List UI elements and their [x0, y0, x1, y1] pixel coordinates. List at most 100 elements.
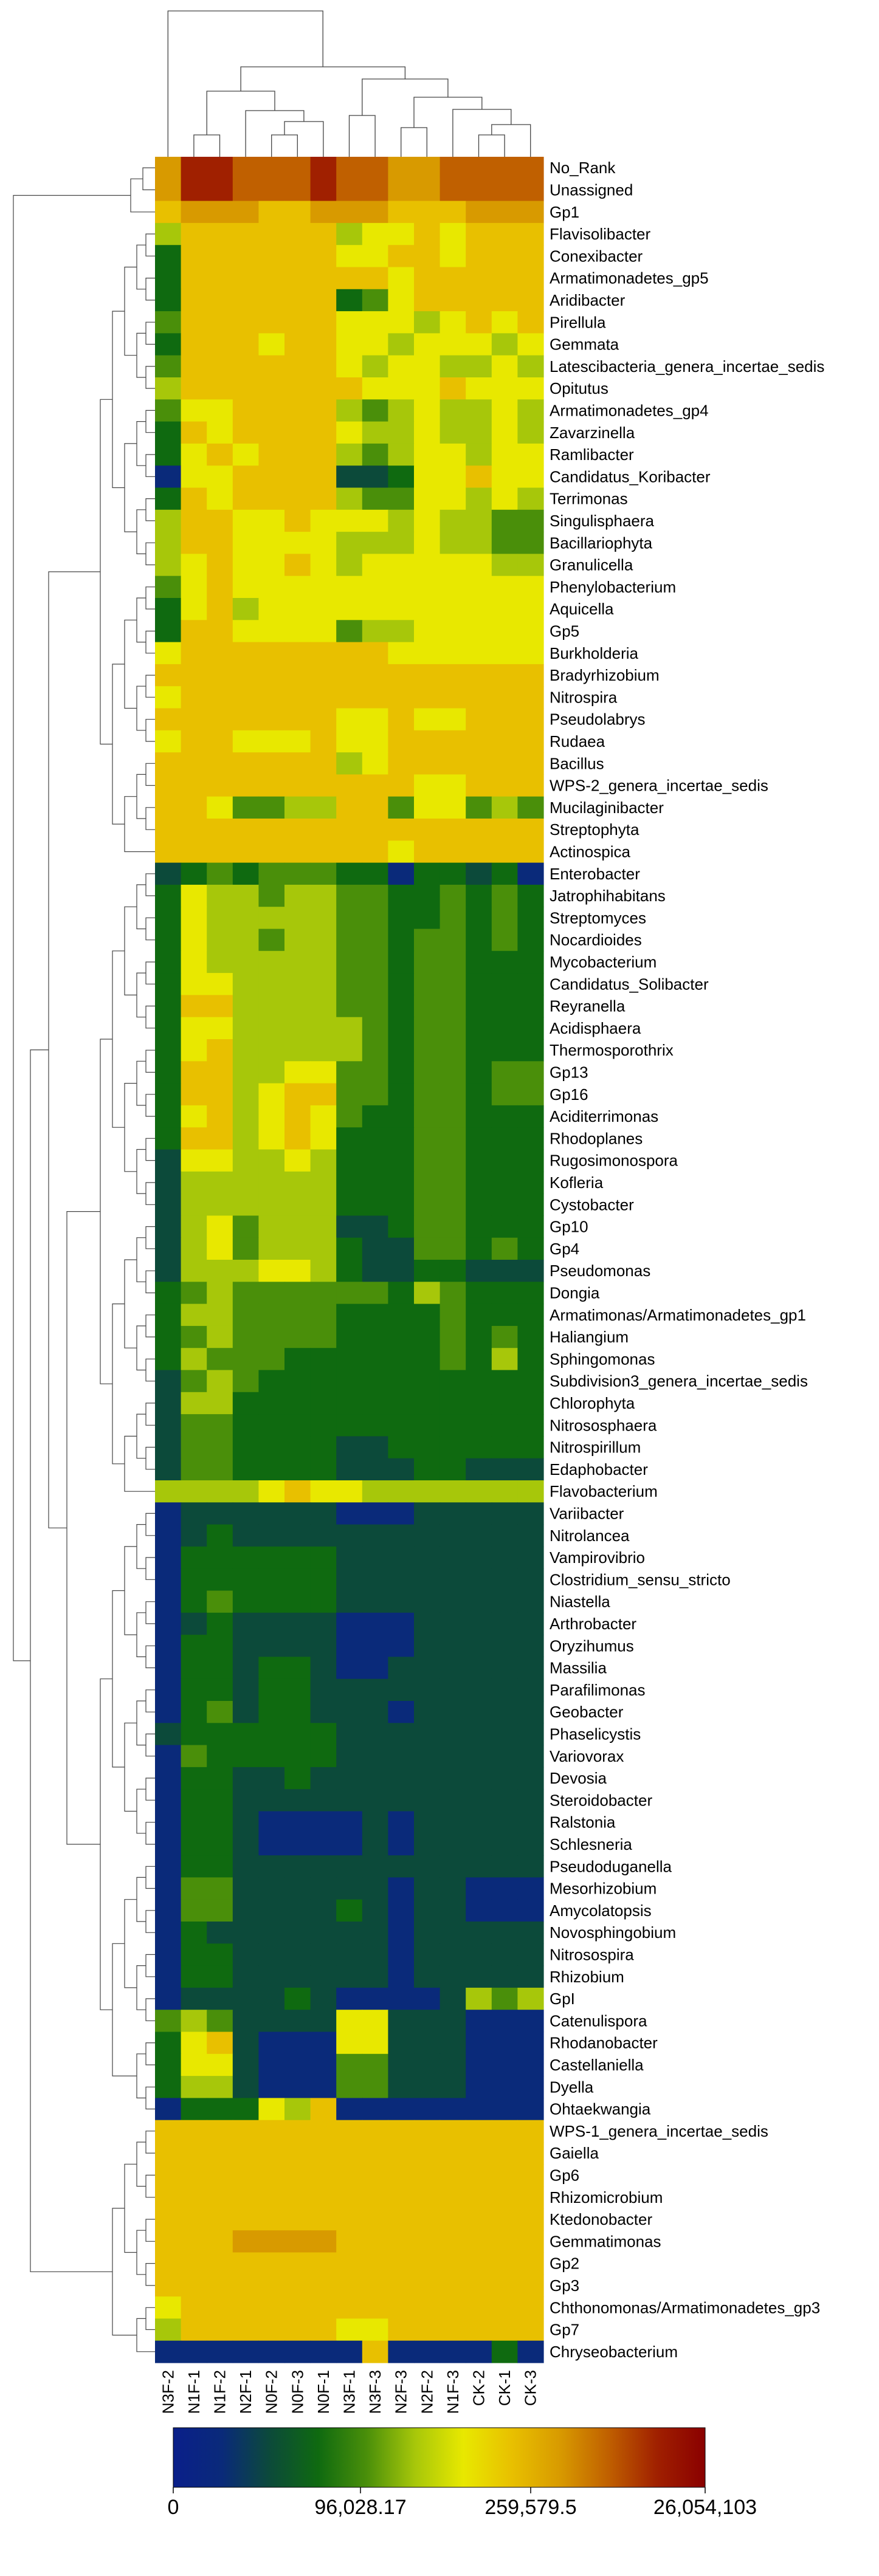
heatmap-cell [466, 2098, 492, 2121]
heatmap-cell [232, 1546, 259, 1569]
heatmap-cell [310, 995, 337, 1018]
heatmap-cell [336, 1303, 363, 1327]
heatmap-cell [207, 1502, 233, 1525]
heatmap-cell [232, 1568, 259, 1592]
heatmap-cell [414, 620, 441, 643]
dendrogram-branch [136, 1700, 146, 1746]
heatmap-cell [155, 1061, 182, 1084]
heatmap-cell [439, 642, 466, 665]
heatmap-cell [181, 1215, 207, 1238]
heatmap-cell [517, 1568, 544, 1592]
heatmap-cell [181, 1701, 207, 1723]
heatmap-cell [336, 1877, 363, 1900]
heatmap-cell [466, 1899, 492, 1922]
heatmap-cell [310, 1657, 337, 1680]
heatmap-cell [310, 642, 337, 665]
row-label: Gp5 [550, 622, 579, 640]
heatmap-cell [155, 1414, 182, 1437]
heatmap-cell [439, 884, 466, 907]
heatmap-cell [466, 222, 492, 246]
heatmap-cell [258, 157, 285, 179]
heatmap-cell [491, 1480, 518, 1503]
heatmap-cell [466, 311, 492, 334]
heatmap-cell [517, 884, 544, 907]
heatmap-cell [310, 2010, 337, 2033]
row-label: Pirellula [550, 313, 606, 331]
heatmap-cell [388, 1546, 415, 1569]
heatmap-cell [336, 1922, 363, 1944]
heatmap-cell [362, 973, 388, 995]
heatmap-cell [284, 796, 311, 819]
heatmap-cell [414, 1282, 441, 1305]
heatmap-cell [362, 179, 388, 202]
heatmap-cell [181, 1083, 207, 1106]
heatmap-cell [284, 1612, 311, 1635]
heatmap-cell [336, 2230, 363, 2253]
heatmap-cell [232, 1370, 259, 1393]
heatmap-cell [466, 201, 492, 224]
heatmap-cell [466, 1017, 492, 1040]
heatmap-cell [336, 1282, 363, 1305]
heatmap-cell [388, 1237, 415, 1260]
heatmap-cell [362, 1039, 388, 1062]
heatmap-cell [439, 620, 466, 643]
heatmap-cell [232, 2010, 259, 2033]
heatmap-cell [181, 862, 207, 885]
heatmap-cell [232, 1260, 259, 1282]
heatmap-cell [439, 1789, 466, 1812]
heatmap-cell [466, 532, 492, 554]
heatmap-cell [517, 1303, 544, 1327]
heatmap-cell [258, 929, 285, 952]
row-label: Streptophyta [550, 820, 639, 839]
heatmap-cell [388, 1657, 415, 1680]
heatmap-cell [310, 929, 337, 952]
heatmap-cell [491, 2120, 518, 2143]
dendrogram-branch [136, 509, 146, 554]
heatmap-cell [155, 686, 182, 709]
heatmap-cell [284, 2340, 311, 2363]
heatmap-cell [258, 1590, 285, 1613]
heatmap-cell [362, 509, 388, 532]
heatmap-cell [258, 1745, 285, 1768]
heatmap-cell [362, 1480, 388, 1503]
heatmap-cell [466, 1325, 492, 1348]
heatmap-cell [181, 664, 207, 687]
heatmap-cell [439, 664, 466, 687]
heatmap-cell [414, 929, 441, 952]
heatmap-cell [439, 421, 466, 444]
heatmap-cell [517, 157, 544, 179]
heatmap-cell [310, 1855, 337, 1878]
heatmap-cell [155, 1105, 182, 1128]
heatmap-cell [388, 620, 415, 643]
row-label: Gp16 [550, 1085, 588, 1104]
heatmap-cell [258, 2120, 285, 2143]
heatmap-cell [466, 1657, 492, 1680]
row-label: Massilia [550, 1659, 607, 1677]
row-label: Edaphobacter [550, 1460, 648, 1479]
heatmap-cell [232, 1767, 259, 1790]
heatmap-cell [439, 1215, 466, 1238]
heatmap-cell [491, 1922, 518, 1944]
dendrogram-branch [145, 2307, 155, 2330]
heatmap-cell [207, 2186, 233, 2209]
heatmap-cell [258, 2274, 285, 2297]
heatmap-cell [207, 862, 233, 885]
heatmap-cell [388, 1215, 415, 1238]
row-label: Gp1 [550, 203, 579, 221]
heatmap-cell [232, 267, 259, 290]
heatmap-cell [362, 774, 388, 797]
heatmap-cell [207, 267, 233, 290]
heatmap-cell [336, 355, 363, 378]
heatmap-cell [207, 1590, 233, 1613]
heatmap-cell [466, 575, 492, 599]
heatmap-cell [181, 1767, 207, 1790]
row-label: Dyella [550, 2078, 594, 2096]
heatmap-cell [517, 2010, 544, 2033]
heatmap-cell [466, 289, 492, 312]
heatmap-cell [466, 2296, 492, 2319]
heatmap-cell [155, 179, 182, 202]
heatmap-cell [284, 1745, 311, 1768]
heatmap-cell [414, 1987, 441, 2010]
heatmap-cell [310, 333, 337, 356]
heatmap-cell [491, 995, 518, 1018]
